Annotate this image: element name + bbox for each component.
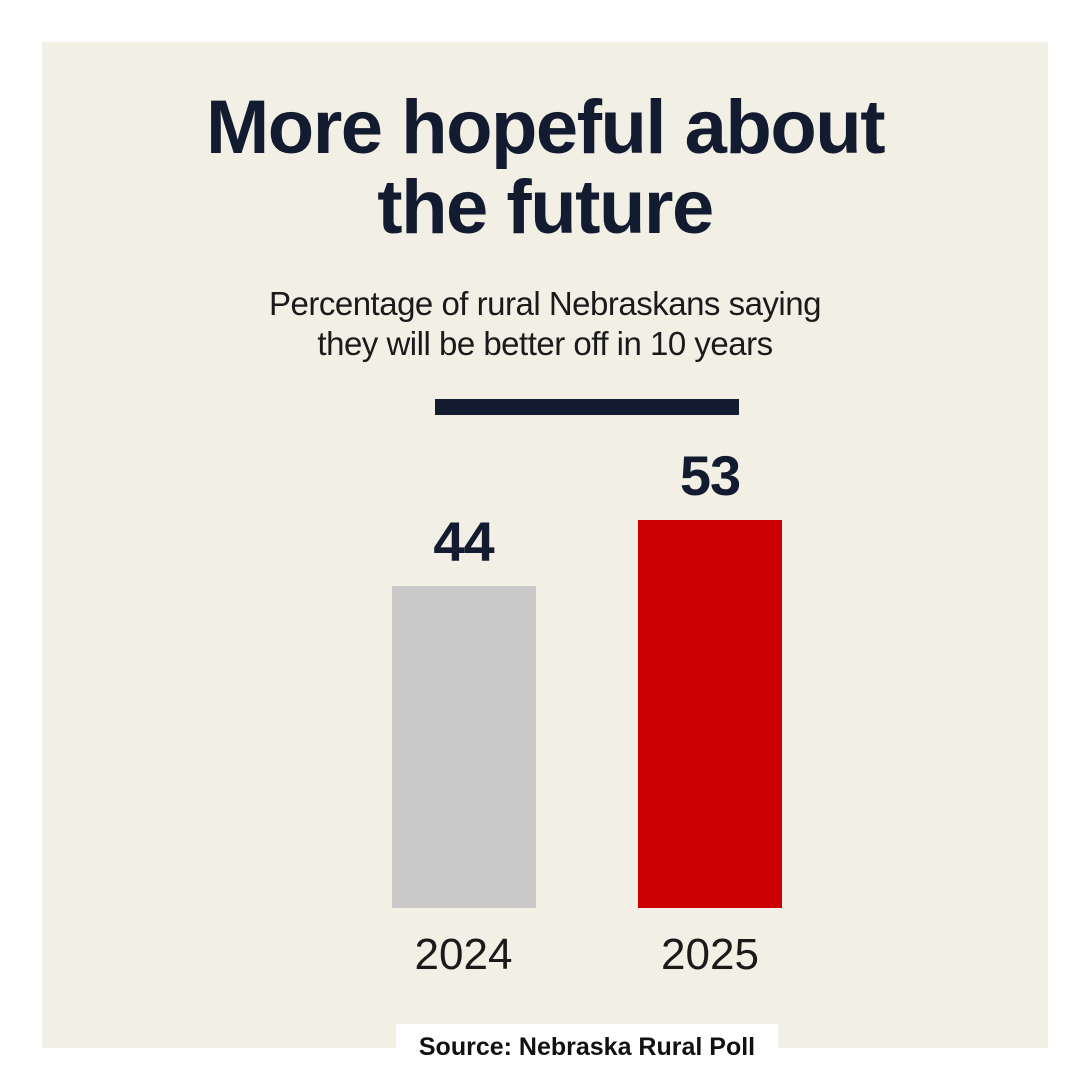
- chart-panel: More hopeful about the future Percentage…: [42, 42, 1048, 1070]
- bar-2024: [391, 586, 536, 908]
- title-divider: [435, 399, 739, 415]
- category-label-2024: 2024: [414, 930, 513, 979]
- category-label-2025: 2025: [661, 930, 759, 979]
- bar-2025: [638, 520, 782, 908]
- source-box: Source: Nebraska Rural Poll: [396, 1024, 778, 1070]
- page-title: More hopeful about the future: [42, 88, 1048, 248]
- page-subtitle-line1: Percentage of rural Nebraskans saying: [269, 285, 821, 322]
- value-label-2025: 53: [679, 444, 741, 507]
- page-title-line2: the future: [377, 165, 714, 250]
- bar-chart: 44 2024 53 2025: [42, 42, 1048, 1048]
- page-subtitle: Percentage of rural Nebraskans saying th…: [42, 284, 1048, 364]
- page-subtitle-line2: they will be better off in 10 years: [317, 325, 773, 362]
- page-title-line1: More hopeful about: [205, 85, 886, 170]
- value-label-2024: 44: [433, 510, 494, 573]
- source-text: Source: Nebraska Rural Poll: [418, 1032, 756, 1061]
